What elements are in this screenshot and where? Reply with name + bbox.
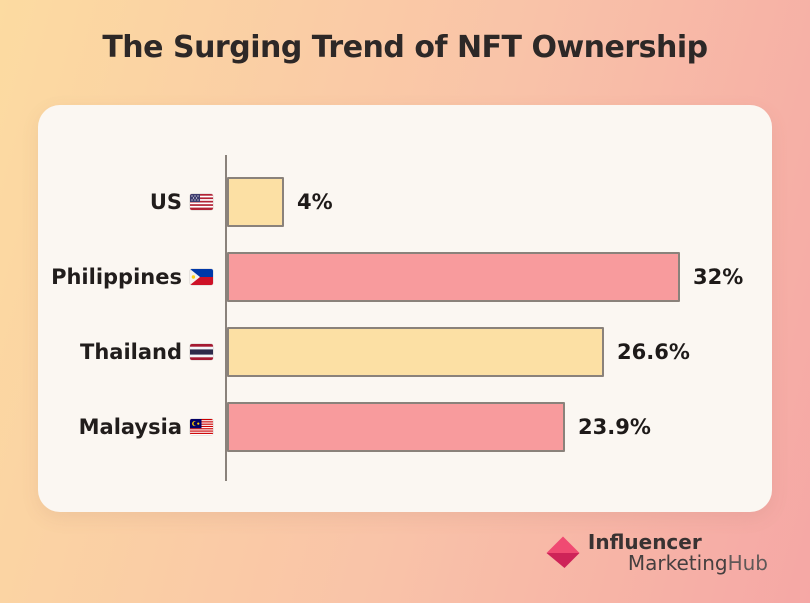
category-label-text: US [149, 190, 182, 214]
y-axis-line [225, 155, 227, 481]
category-label-thailand: Thailand [38, 340, 227, 364]
chart-card: US [38, 105, 772, 512]
page-title: The Surging Trend of NFT Ownership [102, 30, 708, 65]
bar-value-malaysia: 23.9% [578, 415, 651, 439]
bar-malaysia [227, 402, 565, 452]
logo-line2: MarketingHub [627, 551, 768, 576]
category-label-text: Thailand [80, 340, 182, 364]
bar-chart: US [38, 177, 772, 477]
logo-line1: Influencer [587, 529, 702, 554]
category-label-philippines: Philippines [38, 265, 227, 289]
category-label-text: Philippines [51, 265, 182, 289]
bar-row-thailand: Thailand 26.6% [38, 327, 772, 377]
category-label-text: Malaysia [78, 415, 182, 439]
ph-flag-icon [190, 269, 213, 285]
bar-row-us: US [38, 177, 772, 227]
bar-value-thailand: 26.6% [617, 340, 690, 364]
influencer-marketinghub-logo: Influencer MarketingHub [545, 529, 768, 576]
imh-arrow-logo-icon [545, 535, 581, 571]
bar-philippines [227, 252, 680, 302]
category-label-malaysia: Malaysia [38, 415, 227, 439]
bar-thailand [227, 327, 604, 377]
us-flag-icon [190, 194, 213, 210]
bar-row-philippines: Philippines 32% [38, 252, 772, 302]
bar-value-philippines: 32% [693, 265, 744, 289]
bar-value-us: 4% [297, 190, 333, 214]
th-flag-icon [190, 344, 213, 360]
bar-us [227, 177, 284, 227]
category-label-us: US [38, 190, 227, 214]
logo-text: Influencer MarketingHub [587, 529, 768, 576]
bar-row-malaysia: Malaysia [38, 402, 772, 452]
my-flag-icon [190, 419, 213, 435]
